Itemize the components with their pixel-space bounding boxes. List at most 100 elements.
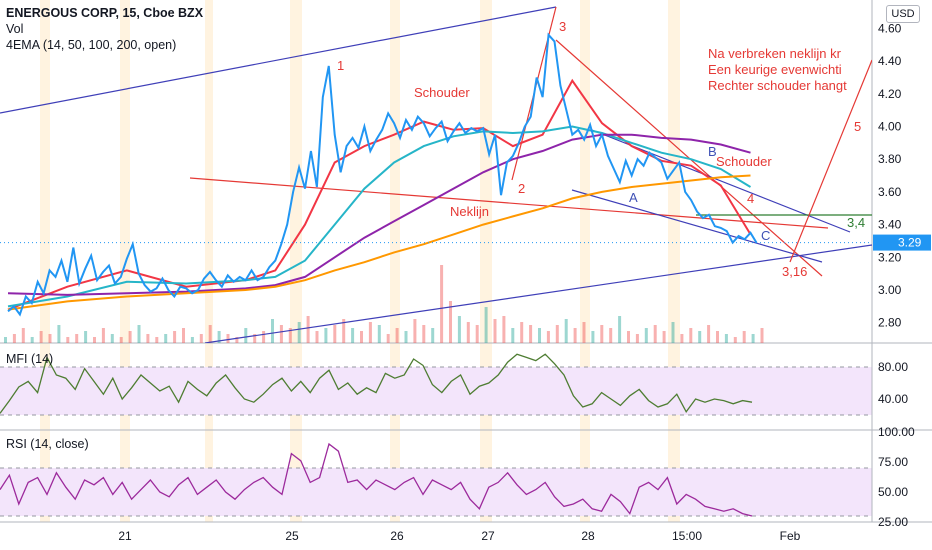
vol-legend[interactable]: Vol (6, 22, 24, 36)
symbol-title[interactable]: ENERGOUS CORP, 15, Cboe BZX (6, 6, 204, 20)
indicator-bands (0, 366, 872, 517)
time-tick-label: Feb (780, 529, 801, 543)
volume-bar (422, 325, 426, 343)
volume-bar (653, 325, 657, 343)
volume-bar (475, 325, 479, 343)
volume-bar (671, 322, 675, 343)
ema-line-ema200 (7, 174, 751, 311)
volume-bar (716, 331, 719, 343)
price-tick-label: 4.40 (878, 54, 902, 68)
note-line-2: Een keurige evenwichti (708, 62, 842, 77)
volume-bar (155, 337, 159, 343)
volume-bar (520, 322, 524, 343)
volume-bar (662, 331, 666, 343)
volume-bar (404, 331, 408, 343)
annotation-label: Neklijn (450, 204, 489, 219)
annotation-labels: 1 2 3 4 5 A B C Schouder Schouder Neklijn 3,4 3,16 (337, 19, 865, 279)
rsi-tick-label: 50.00 (878, 485, 908, 499)
volume-bar (546, 331, 550, 343)
ema-line-ema50 (7, 125, 752, 308)
price-tick-label: 3.40 (878, 218, 902, 232)
volume-bar (262, 331, 266, 343)
volume-bar (377, 325, 381, 343)
volume-bar (751, 334, 755, 343)
volume-bar (66, 337, 70, 343)
volume-bar (21, 328, 25, 343)
session-shade (480, 0, 492, 522)
note-line-3: Rechter schouder hangt (708, 78, 847, 93)
price-tick-label: 3.80 (878, 152, 902, 166)
volume-bar (511, 328, 515, 343)
volume-bar (351, 328, 355, 343)
annotation-label: 5 (854, 119, 861, 134)
volume-bar (609, 328, 613, 343)
annotation-label: 3,4 (847, 215, 865, 230)
volume-bar (457, 316, 461, 343)
session-shade (120, 0, 130, 522)
volume-bar (119, 337, 123, 343)
volume-bar (368, 322, 372, 343)
note-line-1: Na verbreken neklijn kr (708, 46, 841, 61)
session-shade (580, 0, 590, 522)
price-tick-label: 2.80 (878, 316, 902, 330)
volume-bar (235, 337, 239, 343)
price-line (0, 32, 872, 317)
annotation-label: Schouder (414, 85, 470, 100)
volume-bar (324, 328, 328, 343)
volume-bar (733, 337, 737, 343)
time-tick-label: 26 (390, 529, 404, 543)
volume-bar (333, 325, 337, 343)
volume-bar (484, 307, 488, 343)
symbol-legend: ENERGOUS CORP, 15, Cboe BZX (6, 5, 203, 21)
rsi-band (0, 468, 872, 516)
volume-bar (244, 328, 248, 343)
volume-bar (760, 328, 764, 343)
price-tick-label: 3.20 (878, 250, 902, 264)
rsi-series-line (0, 442, 753, 517)
time-tick-label: 27 (481, 529, 495, 543)
volume-bar (12, 334, 16, 343)
volume-bar (707, 325, 711, 343)
volume-bar (208, 325, 212, 343)
annotation-label: 3 (559, 19, 566, 34)
volume-bar (101, 328, 105, 343)
volume-bar (395, 328, 399, 343)
volume-bar (226, 334, 230, 343)
annotation-label: C (761, 228, 770, 243)
annotation-label: B (708, 144, 717, 159)
mfi-legend[interactable]: MFI (14) (6, 352, 54, 366)
time-tick-label: 15:00 (672, 529, 702, 543)
annotation-label: 1 (337, 58, 344, 73)
volume-bar (431, 328, 435, 343)
upper-channel-line (0, 6, 557, 114)
last-price-badge (873, 234, 931, 251)
annotation-note: Na verbreken neklijn kr Een keurige even… (708, 46, 847, 94)
mfi-series-line (0, 353, 753, 414)
annotation-label: Schouder (716, 154, 772, 169)
lower-channel-line (204, 244, 872, 343)
ema-line-ema14 (7, 78, 752, 311)
ema-legend[interactable]: 4EMA (14, 50, 100, 200, open) (6, 38, 177, 52)
wave-5-projection (789, 59, 872, 263)
mfi-tick-label: 80.00 (878, 360, 908, 374)
rsi-legend[interactable]: RSI (14, close) (6, 437, 89, 451)
annotation-label: 2 (518, 181, 525, 196)
volume-bar (315, 331, 319, 343)
time-tick-label: 21 (118, 529, 132, 543)
volume-bar (627, 331, 630, 343)
price-tick-label: 4.20 (878, 87, 902, 101)
annotation-label: 3,16 (782, 264, 807, 279)
volume-bar (190, 337, 194, 343)
price-tick-label: 3.60 (878, 185, 902, 199)
volume-bar (360, 331, 363, 343)
volume-bar (75, 334, 79, 343)
volume-bar (440, 265, 444, 343)
session-shade (668, 0, 680, 522)
volume-bar (538, 328, 541, 343)
grid (0, 0, 932, 523)
volume-bar (449, 301, 452, 343)
ema-line-ema100 (7, 133, 751, 296)
price-tick-label: 4.00 (878, 120, 902, 134)
currency-button[interactable]: USD (886, 5, 920, 23)
volume-bar (573, 328, 577, 343)
